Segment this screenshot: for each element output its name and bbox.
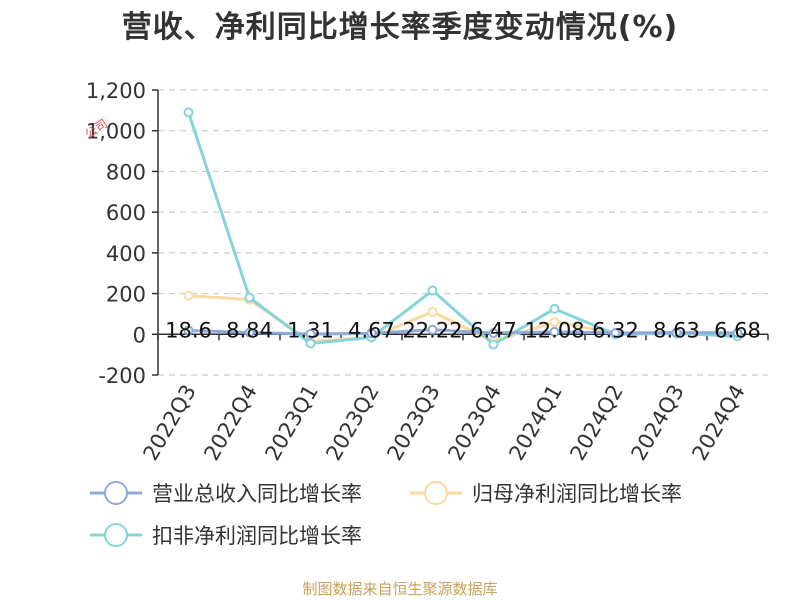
series-layer bbox=[183, 107, 743, 350]
x-tick-label: 2022Q4 bbox=[199, 381, 261, 465]
x-tick-label: 2023Q3 bbox=[382, 381, 444, 465]
y-tick-label: 1,000 bbox=[86, 120, 146, 144]
series-line bbox=[188, 328, 738, 336]
data-point bbox=[488, 327, 499, 338]
legend-label-revenue: 营业总收入同比增长率 bbox=[152, 482, 362, 506]
data-point bbox=[183, 290, 194, 301]
data-point bbox=[549, 317, 560, 328]
x-tick-label: 2024Q4 bbox=[687, 381, 749, 465]
y-tick-label: 400 bbox=[106, 242, 146, 266]
data-label: 8.84 bbox=[226, 318, 273, 342]
data-point bbox=[305, 338, 316, 349]
data-point bbox=[427, 306, 438, 317]
y-tick-label: 200 bbox=[106, 283, 146, 307]
legend-label-deducted-net-profit: 扣非净利润同比增长率 bbox=[152, 524, 362, 548]
axis-layer: -20002004006008001,0001,2002022Q32022Q42… bbox=[86, 79, 769, 465]
series-line bbox=[187, 111, 738, 346]
data-point bbox=[427, 324, 438, 335]
y-tick-label: 800 bbox=[106, 160, 146, 184]
y-tick-label: 600 bbox=[106, 201, 146, 225]
label-layer: 18.6 8.84 1.31 4.67 22.22 6.47 12.08 6.32 8.63 6.… bbox=[165, 318, 761, 342]
legend-item-revenue[interactable]: 营业总收入同比增长率 bbox=[90, 478, 362, 508]
legend-item-deducted-net-profit[interactable]: 扣非净利润同比增长率 bbox=[90, 520, 362, 550]
data-label: 12.08 bbox=[524, 318, 584, 342]
data-point bbox=[244, 327, 255, 338]
x-tick-label: 2023Q1 bbox=[260, 381, 322, 465]
data-point bbox=[671, 327, 682, 338]
data-label: 22.22 bbox=[402, 318, 462, 342]
legend-item-net-profit[interactable]: 归母净利润同比增长率 bbox=[410, 478, 682, 508]
data-label: 4.67 bbox=[348, 318, 395, 342]
source-note: 制图数据来自恒生聚源数据库 bbox=[302, 580, 498, 598]
data-point bbox=[183, 325, 194, 336]
data-label: 6.32 bbox=[592, 318, 639, 342]
x-tick-label: 2024Q1 bbox=[504, 381, 566, 465]
legend-swatch-net-profit bbox=[410, 481, 462, 505]
data-point bbox=[305, 329, 316, 340]
x-tick-label: 2024Q2 bbox=[565, 381, 627, 465]
data-point bbox=[427, 285, 438, 296]
legend-swatch-revenue bbox=[90, 481, 142, 505]
chart-title: 营收、净利同比增长率季度变动情况(%) bbox=[121, 10, 679, 45]
data-point bbox=[732, 327, 743, 338]
data-point bbox=[549, 326, 560, 337]
data-label: 6.68 bbox=[714, 318, 761, 342]
legend-label-net-profit: 归母净利润同比增长率 bbox=[472, 482, 682, 506]
data-point bbox=[488, 339, 499, 350]
data-point bbox=[610, 327, 621, 338]
grid-layer bbox=[158, 89, 768, 376]
legend-swatch-deducted-net-profit bbox=[90, 523, 142, 547]
data-point bbox=[244, 292, 255, 303]
data-point bbox=[366, 328, 377, 339]
y-tick-label: 0 bbox=[133, 323, 146, 347]
x-tick-label: 2024Q3 bbox=[626, 381, 688, 465]
data-label: 8.63 bbox=[653, 318, 700, 342]
data-label: 18.6 bbox=[165, 318, 212, 342]
data-point bbox=[183, 107, 194, 118]
x-tick-label: 2023Q4 bbox=[443, 381, 505, 465]
y-tick-label: 1,200 bbox=[86, 79, 146, 103]
y-tick-label: -200 bbox=[98, 364, 146, 388]
data-label: 6.47 bbox=[470, 318, 517, 342]
data-label: 1.31 bbox=[287, 318, 334, 342]
x-tick-label: 2022Q3 bbox=[138, 381, 200, 465]
x-tick-label: 2023Q2 bbox=[321, 381, 383, 465]
data-point bbox=[549, 303, 560, 314]
